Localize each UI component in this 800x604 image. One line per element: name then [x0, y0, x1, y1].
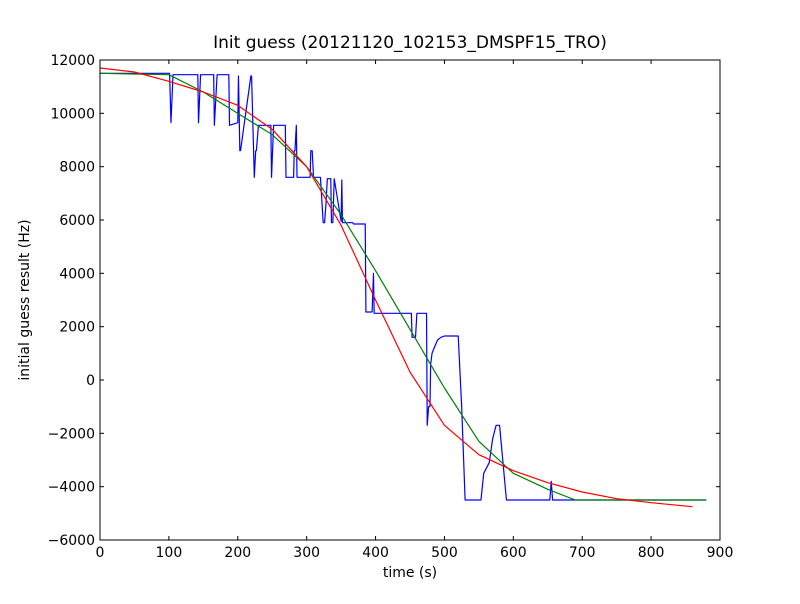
y-tick-label: 10000 — [50, 106, 95, 122]
x-tick-label: 600 — [500, 545, 527, 561]
y-tick-label: 4000 — [59, 266, 95, 282]
x-tick-label: 500 — [431, 545, 458, 561]
y-tick-label: 2000 — [59, 320, 95, 336]
y-tick-label: −4000 — [48, 480, 95, 496]
series-line-1 — [100, 72, 707, 501]
ticks-layer: 0 100 200 300 400 500 600 700 800 900 −6000 −4000 −2… — [48, 53, 734, 561]
y-axis-label: initial guess result (Hz) — [17, 219, 33, 380]
y-tick-label: 8000 — [59, 160, 95, 176]
x-tick-label: 800 — [638, 545, 665, 561]
x-tick-label: 900 — [707, 545, 734, 561]
x-tick-label: 0 — [96, 545, 105, 561]
series-layer — [99, 67, 707, 508]
x-tick-label: 700 — [569, 545, 596, 561]
y-tick-label: 6000 — [59, 213, 95, 229]
y-tick-label: 0 — [86, 373, 95, 389]
chart-title: Init guess (20121120_102153_DMSPF15_TRO) — [213, 33, 607, 53]
x-tick-label: 400 — [362, 545, 389, 561]
x-tick-label: 300 — [293, 545, 320, 561]
series-line-3 — [99, 67, 693, 508]
x-axis-label: time (s) — [383, 565, 437, 581]
plot-frame — [99, 59, 721, 541]
x-tick-label: 200 — [224, 545, 251, 561]
y-tick-label: 12000 — [50, 53, 95, 69]
x-tick-label: 100 — [156, 545, 183, 561]
y-tick-label: −6000 — [48, 533, 95, 549]
y-tick-label: −2000 — [48, 426, 95, 442]
series-line-2 — [99, 72, 707, 501]
